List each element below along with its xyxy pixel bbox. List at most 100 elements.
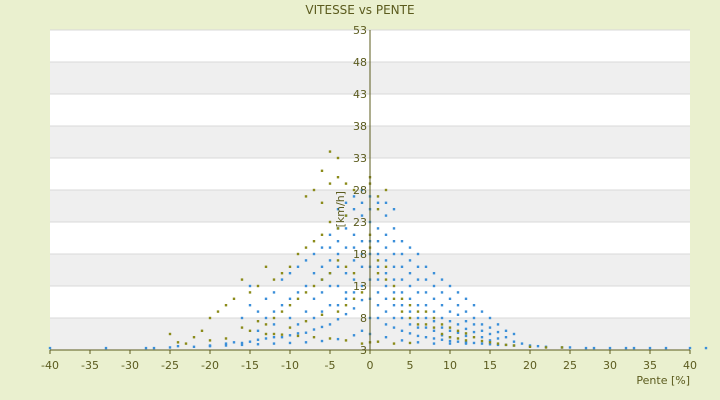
data-point-s0 xyxy=(440,338,444,341)
x-tick-label: -30 xyxy=(121,359,139,372)
data-point-s0 xyxy=(416,326,420,329)
data-point-s0 xyxy=(152,346,156,350)
data-point-s0 xyxy=(480,329,484,332)
data-point-s0 xyxy=(448,284,452,288)
y-tick-label: 33 xyxy=(353,152,367,165)
data-point-s0 xyxy=(312,272,316,275)
data-point-s0 xyxy=(496,330,500,334)
data-point-s0 xyxy=(584,346,588,350)
data-point-s1 xyxy=(464,339,468,342)
data-point-s0 xyxy=(392,291,396,294)
data-point-s0 xyxy=(360,329,364,332)
data-point-s0 xyxy=(344,246,348,249)
data-point-s1 xyxy=(344,214,348,217)
data-point-s0 xyxy=(408,259,412,262)
data-point-s0 xyxy=(360,214,364,217)
data-point-s0 xyxy=(688,346,692,350)
data-point-s1 xyxy=(384,265,388,268)
data-point-s0 xyxy=(456,331,460,334)
data-point-s1 xyxy=(344,304,348,307)
data-point-s0 xyxy=(400,240,404,243)
data-point-s1 xyxy=(304,291,308,294)
data-point-s0 xyxy=(272,291,276,294)
data-point-s0 xyxy=(352,278,356,281)
data-point-s0 xyxy=(256,338,260,341)
data-point-s1 xyxy=(184,342,188,345)
data-point-s0 xyxy=(384,233,388,236)
y-tick-label: 8 xyxy=(360,312,367,325)
data-point-s0 xyxy=(472,304,476,307)
data-point-s0 xyxy=(520,342,524,345)
data-point-s0 xyxy=(440,326,444,329)
data-point-s1 xyxy=(336,310,340,313)
data-point-s0 xyxy=(432,284,436,288)
data-point-s0 xyxy=(248,340,252,343)
data-point-s0 xyxy=(408,310,412,313)
data-point-s1 xyxy=(304,195,308,198)
data-point-s1 xyxy=(336,259,340,262)
data-point-s0 xyxy=(336,318,340,321)
data-point-s0 xyxy=(144,346,148,350)
data-point-s0 xyxy=(408,323,412,326)
data-point-s0 xyxy=(472,323,476,326)
data-point-s1 xyxy=(424,323,428,326)
data-point-s0 xyxy=(480,310,484,313)
data-point-s0 xyxy=(360,201,364,204)
data-point-s1 xyxy=(352,272,356,275)
data-point-s0 xyxy=(384,246,388,249)
data-point-s1 xyxy=(408,341,412,345)
x-tick-label: -35 xyxy=(81,359,99,372)
data-point-s1 xyxy=(320,278,324,281)
data-point-s1 xyxy=(328,337,332,340)
data-point-s1 xyxy=(304,246,308,249)
data-point-s0 xyxy=(376,304,380,307)
data-point-s0 xyxy=(504,329,508,332)
data-point-s1 xyxy=(464,332,468,335)
data-point-s1 xyxy=(376,340,380,343)
data-point-s0 xyxy=(392,265,396,268)
data-point-s0 xyxy=(176,344,180,348)
x-tick-label: 5 xyxy=(407,359,414,372)
data-point-s0 xyxy=(360,188,364,192)
data-point-s0 xyxy=(240,343,244,347)
data-point-s0 xyxy=(328,323,332,326)
data-point-s1 xyxy=(456,337,460,340)
data-point-s0 xyxy=(352,291,356,294)
data-point-s0 xyxy=(488,343,492,346)
data-point-s1 xyxy=(272,332,276,336)
data-point-s0 xyxy=(256,343,260,346)
data-point-s0 xyxy=(352,195,356,198)
data-point-s0 xyxy=(464,327,468,331)
data-point-s0 xyxy=(280,304,284,307)
data-point-s0 xyxy=(400,291,404,294)
data-point-s0 xyxy=(248,284,252,288)
data-point-s0 xyxy=(288,272,292,275)
data-point-s1 xyxy=(256,320,260,323)
data-point-s0 xyxy=(264,316,268,320)
data-point-s0 xyxy=(256,329,260,332)
x-tick-label: -20 xyxy=(201,359,219,372)
data-point-s1 xyxy=(472,336,476,339)
data-point-s0 xyxy=(440,316,444,320)
y-axis-label: [km/h] xyxy=(334,191,347,227)
data-point-s0 xyxy=(400,304,404,307)
y-tick-label: 43 xyxy=(353,88,367,101)
data-point-s0 xyxy=(384,323,388,326)
data-point-s1 xyxy=(416,310,420,313)
data-point-s0 xyxy=(440,334,444,337)
data-point-s0 xyxy=(464,297,468,300)
data-point-s0 xyxy=(296,323,300,326)
data-point-s0 xyxy=(240,316,244,320)
data-point-s0 xyxy=(400,329,404,332)
data-point-s1 xyxy=(360,291,364,294)
data-point-s0 xyxy=(336,265,340,268)
data-point-s0 xyxy=(280,336,284,339)
data-point-s1 xyxy=(288,304,292,307)
data-point-s1 xyxy=(224,337,228,340)
data-point-s1 xyxy=(416,323,420,326)
data-point-s1 xyxy=(264,332,268,336)
y-tick-label: 28 xyxy=(353,184,367,197)
data-point-s0 xyxy=(456,291,460,294)
data-point-s0 xyxy=(392,304,396,307)
data-point-s1 xyxy=(560,346,564,349)
